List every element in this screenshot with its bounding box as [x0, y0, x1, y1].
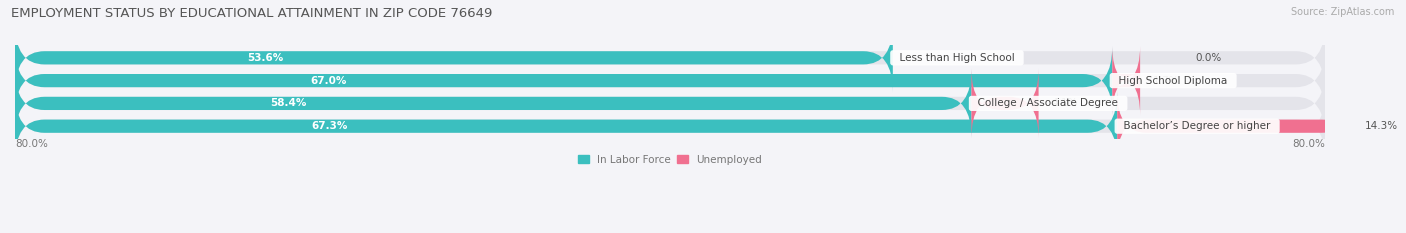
FancyBboxPatch shape	[1111, 46, 1142, 115]
Text: 0.0%: 0.0%	[1197, 53, 1222, 63]
Text: 1.7%: 1.7%	[1153, 76, 1180, 86]
FancyBboxPatch shape	[15, 92, 1326, 161]
Text: 80.0%: 80.0%	[15, 139, 48, 149]
FancyBboxPatch shape	[15, 92, 1118, 161]
Text: EMPLOYMENT STATUS BY EDUCATIONAL ATTAINMENT IN ZIP CODE 76649: EMPLOYMENT STATUS BY EDUCATIONAL ATTAINM…	[11, 7, 492, 20]
Text: Less than High School: Less than High School	[893, 53, 1021, 63]
Text: 14.3%: 14.3%	[1364, 121, 1398, 131]
Text: 67.0%: 67.0%	[311, 76, 347, 86]
FancyBboxPatch shape	[972, 69, 1039, 138]
Text: 53.6%: 53.6%	[247, 53, 284, 63]
Legend: In Labor Force, Unemployed: In Labor Force, Unemployed	[574, 151, 766, 169]
FancyBboxPatch shape	[1118, 92, 1351, 161]
Text: 67.3%: 67.3%	[312, 121, 349, 131]
Text: College / Associate Degree: College / Associate Degree	[972, 98, 1125, 108]
Text: High School Diploma: High School Diploma	[1112, 76, 1234, 86]
FancyBboxPatch shape	[15, 69, 1326, 138]
Text: 58.4%: 58.4%	[270, 98, 307, 108]
Text: Bachelor’s Degree or higher: Bachelor’s Degree or higher	[1118, 121, 1277, 131]
FancyBboxPatch shape	[15, 69, 972, 138]
FancyBboxPatch shape	[15, 46, 1326, 115]
FancyBboxPatch shape	[15, 46, 1112, 115]
FancyBboxPatch shape	[15, 23, 1326, 92]
Text: 4.1%: 4.1%	[1052, 98, 1078, 108]
FancyBboxPatch shape	[15, 23, 893, 92]
Text: 80.0%: 80.0%	[1292, 139, 1326, 149]
Text: Source: ZipAtlas.com: Source: ZipAtlas.com	[1291, 7, 1395, 17]
